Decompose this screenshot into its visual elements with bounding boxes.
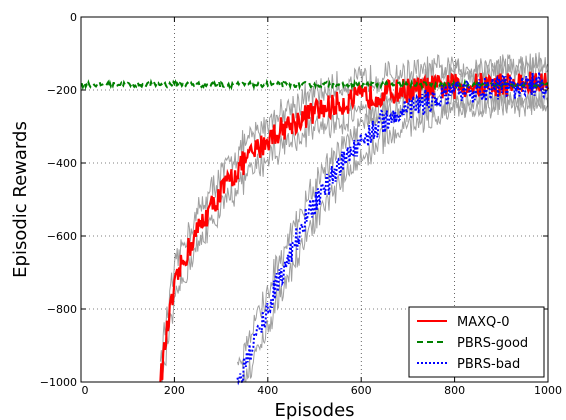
y-tick-label: 0 [70,11,77,24]
x-tick-label: 200 [164,384,185,397]
x-tick-label: 0 [82,384,89,397]
x-tick-label: 800 [444,384,465,397]
y-tick-label: −1000 [40,376,77,389]
x-tick-label: 600 [351,384,372,397]
legend-label: PBRS-bad [457,357,520,372]
y-tick-label: −800 [47,303,77,316]
legend-label: PBRS-good [457,336,528,351]
y-axis-label: Episodic Rewards [10,121,31,278]
legend: MAXQ-0 PBRS-good PBRS-bad [409,307,544,377]
y-tick-label: −400 [47,157,77,170]
legend-label: MAXQ-0 [457,315,510,330]
x-tick-label: 1000 [534,384,562,397]
x-tick-label: 400 [257,384,278,397]
y-tick-label: −200 [47,84,77,97]
x-axis-label: Episodes [274,400,354,420]
y-tick-label: −600 [47,230,77,243]
